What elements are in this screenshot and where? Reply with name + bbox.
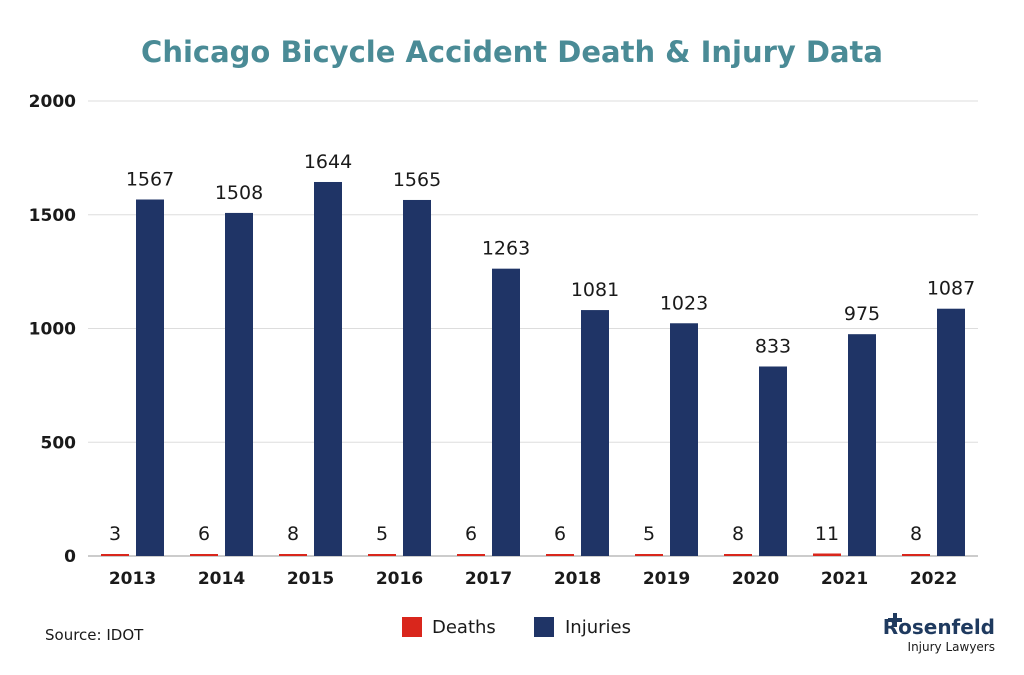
- y-tick-label: 2000: [29, 92, 76, 112]
- data-label-deaths: 8: [910, 523, 922, 545]
- data-label-injuries: 975: [844, 303, 880, 325]
- bar-deaths: [546, 554, 574, 556]
- bar-injuries: [937, 308, 965, 556]
- x-tick-label: 2017: [465, 569, 512, 589]
- bar-injuries: [759, 366, 787, 556]
- y-axis-ticks: 0 500 1000 1500 2000: [29, 92, 76, 567]
- bar-deaths: [190, 554, 218, 556]
- data-label-injuries: 1087: [927, 278, 975, 300]
- y-tick-label: 500: [41, 433, 77, 453]
- bar-deaths: [902, 554, 930, 556]
- bar-deaths: [279, 554, 307, 556]
- data-labels: 3 1567 6 1508 8 1644 5 1565 6 1263 6 1081 5 1023 8 833 1…: [109, 151, 975, 545]
- data-label-deaths: 8: [287, 523, 299, 545]
- bar-deaths: [813, 553, 841, 556]
- y-tick-label: 1000: [29, 320, 76, 340]
- bar-deaths: [368, 554, 396, 556]
- data-label-injuries: 1081: [571, 279, 619, 301]
- data-label-deaths: 6: [554, 523, 566, 545]
- legend-swatch-deaths: [402, 617, 422, 637]
- bar-injuries: [136, 199, 164, 556]
- bar-injuries: [403, 199, 431, 556]
- plus-icon: [888, 613, 902, 627]
- legend: Deaths Injuries: [402, 617, 631, 638]
- y-tick-label: 0: [64, 547, 76, 567]
- data-label-deaths: 11: [815, 523, 839, 545]
- bar-deaths: [724, 554, 752, 556]
- x-tick-label: 2018: [554, 569, 601, 589]
- bar-deaths: [635, 554, 663, 556]
- brand-logo: Rosenfeld Injury Lawyers: [883, 613, 995, 654]
- bar-injuries: [848, 334, 876, 556]
- data-label-injuries: 1508: [215, 182, 263, 204]
- x-tick-label: 2020: [732, 569, 779, 589]
- data-label-deaths: 6: [198, 523, 210, 545]
- bar-injuries: [670, 323, 698, 556]
- data-label-deaths: 3: [109, 523, 121, 545]
- bar-deaths: [101, 554, 129, 556]
- legend-label-deaths: Deaths: [432, 617, 496, 638]
- x-tick-label: 2019: [643, 569, 690, 589]
- x-tick-label: 2013: [109, 569, 156, 589]
- x-tick-label: 2022: [910, 569, 957, 589]
- data-label-injuries: 1644: [304, 151, 352, 173]
- data-label-deaths: 6: [465, 523, 477, 545]
- x-axis-ticks: 2013 2014 2015 2016 2017 2018 2019 2020 2021 2022: [109, 569, 957, 589]
- bar-injuries: [581, 310, 609, 556]
- brand-name: Rosenfeld: [883, 615, 995, 639]
- x-tick-label: 2016: [376, 569, 423, 589]
- data-label-deaths: 5: [643, 523, 655, 545]
- bar-injuries: [225, 212, 253, 556]
- bar-deaths: [457, 554, 485, 556]
- x-tick-label: 2021: [821, 569, 868, 589]
- data-label-injuries: 1023: [660, 292, 708, 314]
- brand-subtitle: Injury Lawyers: [908, 640, 995, 654]
- bar-injuries: [314, 181, 342, 557]
- bar-injuries: [492, 268, 520, 556]
- y-tick-label: 1500: [29, 206, 76, 226]
- chart-title: Chicago Bicycle Accident Death & Injury …: [141, 35, 883, 69]
- legend-label-injuries: Injuries: [565, 617, 631, 638]
- gridlines: [88, 100, 978, 557]
- source-note: Source: IDOT: [45, 626, 144, 644]
- x-tick-label: 2014: [198, 569, 245, 589]
- data-label-deaths: 8: [732, 523, 744, 545]
- data-label-injuries: 1263: [482, 238, 530, 260]
- data-label-deaths: 5: [376, 523, 388, 545]
- data-label-injuries: 833: [755, 335, 791, 357]
- x-tick-label: 2015: [287, 569, 334, 589]
- data-label-injuries: 1567: [126, 169, 174, 191]
- bars: [101, 181, 965, 557]
- data-label-injuries: 1565: [393, 169, 441, 191]
- legend-swatch-injuries: [534, 617, 554, 637]
